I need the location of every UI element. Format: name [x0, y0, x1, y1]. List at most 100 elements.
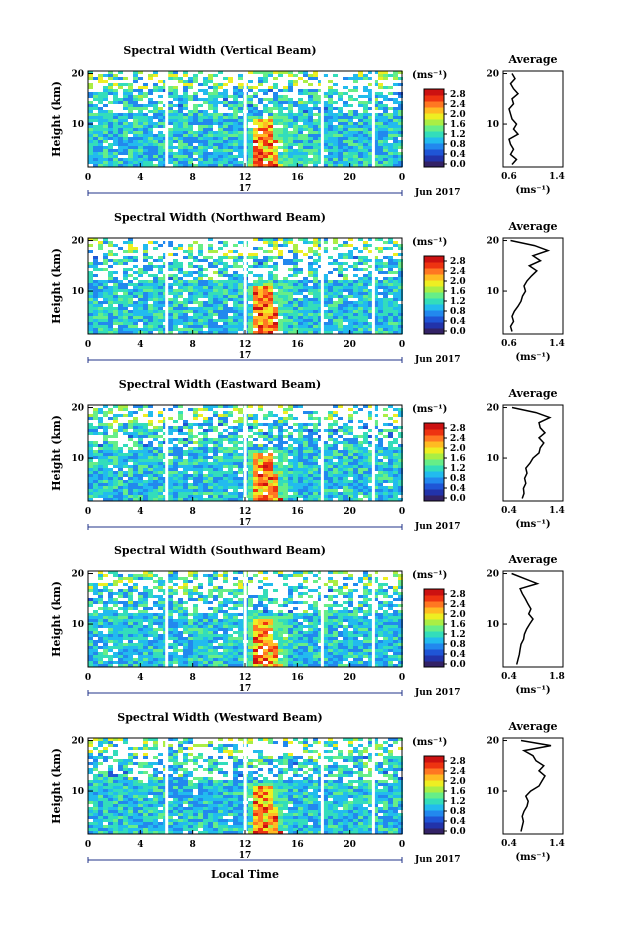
heatmap-cell — [123, 98, 128, 101]
heatmap-cell — [158, 310, 163, 313]
heatmap-cell — [158, 295, 163, 298]
heatmap-cell — [378, 238, 383, 241]
heatmap-cell — [318, 280, 323, 283]
heatmap-cell — [208, 480, 213, 483]
heatmap-cell — [328, 292, 333, 295]
heatmap-cell — [108, 271, 113, 274]
heatmap-cell — [128, 131, 133, 134]
heatmap-cell — [98, 155, 103, 158]
heatmap-cell — [353, 158, 358, 161]
heatmap-cell — [313, 483, 318, 486]
heatmap-cell — [368, 465, 373, 468]
heatmap-cell — [263, 262, 268, 265]
heatmap-cell — [103, 489, 108, 492]
heatmap-cell — [148, 280, 153, 283]
heatmap-cell — [353, 295, 358, 298]
heatmap-cell — [148, 453, 153, 456]
heatmap-cell — [188, 492, 193, 495]
heatmap-cell — [153, 241, 158, 244]
heatmap-cell — [278, 492, 283, 495]
heatmap-cell — [228, 277, 233, 280]
heatmap-cell — [228, 128, 233, 131]
heatmap-cell — [203, 468, 208, 471]
heatmap-cell — [293, 438, 298, 441]
heatmap-cell — [208, 247, 213, 250]
heatmap-cell — [303, 253, 308, 256]
heatmap-cell — [123, 313, 128, 316]
heatmap-cell — [288, 474, 293, 477]
heatmap-cell — [393, 265, 398, 268]
heatmap-cell — [213, 483, 218, 486]
heatmap-cell — [283, 471, 288, 474]
heatmap-cell — [218, 441, 223, 444]
heatmap-cell — [253, 471, 258, 474]
heatmap-cell — [318, 423, 323, 426]
heatmap-cell — [118, 119, 123, 122]
heatmap-cell — [183, 119, 188, 122]
heatmap-cell — [213, 465, 218, 468]
heatmap-cell — [88, 86, 93, 89]
heatmap-cell — [288, 480, 293, 483]
heatmap-cell — [88, 480, 93, 483]
heatmap-cell — [203, 155, 208, 158]
heatmap-cell — [378, 122, 383, 125]
heatmap-cell — [133, 137, 138, 140]
avg-profile-line — [508, 73, 520, 165]
heatmap-cell — [288, 417, 293, 420]
heatmap-cell — [133, 411, 138, 414]
heatmap-cell — [93, 289, 98, 292]
heatmap-cell — [393, 492, 398, 495]
heatmap-cell — [268, 256, 273, 259]
heatmap-cell — [183, 280, 188, 283]
heatmap-cell — [348, 155, 353, 158]
heatmap-cell — [373, 146, 378, 149]
heatmap-cell — [218, 462, 223, 465]
heatmap-cell — [363, 131, 368, 134]
heatmap-cell — [393, 471, 398, 474]
heatmap-cell — [298, 92, 303, 95]
heatmap-cell — [198, 328, 203, 331]
heatmap-cell — [238, 77, 243, 80]
heatmap-cell — [123, 489, 128, 492]
heatmap-cell — [268, 307, 273, 310]
heatmap-cell — [333, 134, 338, 137]
heatmap-cell — [303, 92, 308, 95]
heatmap-cell — [203, 441, 208, 444]
heatmap-cell — [378, 104, 383, 107]
heatmap-cell — [268, 468, 273, 471]
heatmap-cell — [88, 101, 93, 104]
heatmap-cell — [178, 80, 183, 83]
heatmap-cell — [378, 331, 383, 334]
heatmap-cell — [223, 411, 228, 414]
heatmap-cell — [203, 116, 208, 119]
heatmap-cell — [108, 411, 113, 414]
heatmap-cell — [263, 489, 268, 492]
heatmap-cell — [393, 307, 398, 310]
heatmap-cell — [338, 495, 343, 498]
heatmap-cell — [283, 408, 288, 411]
heatmap-cell — [143, 423, 148, 426]
heatmap-cell — [88, 140, 93, 143]
heatmap-cell — [183, 71, 188, 74]
heatmap-cell — [273, 280, 278, 283]
heatmap-cell — [198, 158, 203, 161]
heatmap-cell — [328, 435, 333, 438]
heatmap-cell — [293, 495, 298, 498]
heatmap-cell — [233, 453, 238, 456]
heatmap-cell — [293, 286, 298, 289]
heatmap-cell — [148, 295, 153, 298]
heatmap-cell — [128, 241, 133, 244]
heatmap-cell — [348, 164, 353, 167]
heatmap-cell — [258, 298, 263, 301]
heatmap-cell — [128, 319, 133, 322]
heatmap-cell — [113, 98, 118, 101]
heatmap-cell — [278, 89, 283, 92]
heatmap-cell — [393, 310, 398, 313]
heatmap-cell — [253, 256, 258, 259]
heatmap-cell — [103, 301, 108, 304]
heatmap-cell — [393, 98, 398, 101]
heatmap-cell — [298, 283, 303, 286]
heatmap-cell — [143, 298, 148, 301]
heatmap-cell — [153, 295, 158, 298]
heatmap-cell — [213, 116, 218, 119]
